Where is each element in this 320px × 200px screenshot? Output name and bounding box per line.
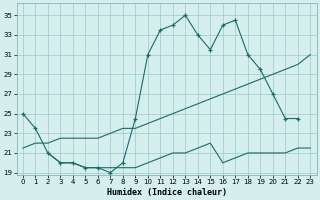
X-axis label: Humidex (Indice chaleur): Humidex (Indice chaleur) — [107, 188, 227, 197]
